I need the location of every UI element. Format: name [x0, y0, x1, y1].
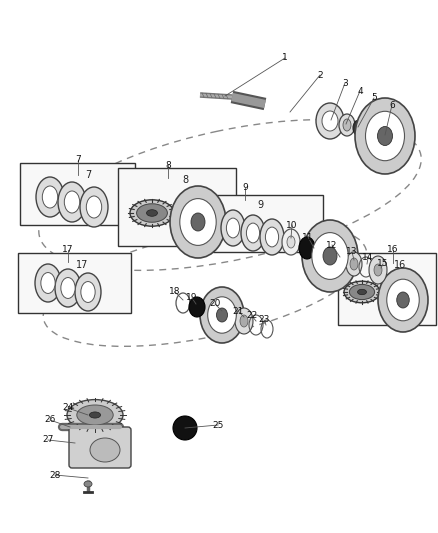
Ellipse shape	[221, 210, 245, 246]
Ellipse shape	[355, 98, 415, 174]
Ellipse shape	[90, 438, 120, 462]
Ellipse shape	[84, 481, 92, 487]
Text: 24: 24	[62, 403, 74, 413]
Ellipse shape	[339, 114, 355, 136]
Bar	[20, 163, 135, 225]
Text: 26: 26	[44, 416, 56, 424]
Ellipse shape	[260, 219, 284, 255]
Ellipse shape	[80, 187, 108, 227]
Ellipse shape	[216, 308, 227, 322]
Text: 20: 20	[209, 300, 221, 309]
Ellipse shape	[41, 272, 55, 294]
Ellipse shape	[265, 227, 279, 247]
Ellipse shape	[42, 186, 58, 208]
Ellipse shape	[346, 252, 362, 276]
Text: 8: 8	[182, 175, 188, 185]
Ellipse shape	[137, 204, 167, 222]
Text: 12: 12	[326, 240, 338, 249]
Ellipse shape	[81, 281, 95, 302]
Text: 7: 7	[75, 156, 81, 165]
Text: 23: 23	[258, 316, 270, 325]
Text: 7: 7	[85, 170, 91, 180]
Text: 27: 27	[42, 435, 54, 445]
Bar	[18, 253, 131, 313]
Ellipse shape	[191, 213, 205, 231]
Ellipse shape	[344, 281, 380, 303]
Text: 16: 16	[394, 260, 406, 270]
Ellipse shape	[200, 287, 244, 343]
Ellipse shape	[387, 279, 419, 321]
Text: 28: 28	[49, 471, 61, 480]
Bar	[213, 195, 323, 252]
Ellipse shape	[189, 297, 205, 317]
Ellipse shape	[55, 269, 81, 307]
Ellipse shape	[86, 196, 102, 218]
Text: 3: 3	[342, 78, 348, 87]
Ellipse shape	[350, 258, 358, 270]
Text: 10: 10	[286, 221, 298, 230]
Ellipse shape	[173, 416, 197, 440]
Text: 22: 22	[246, 311, 258, 320]
Text: 14: 14	[362, 254, 374, 262]
Ellipse shape	[170, 186, 226, 258]
Ellipse shape	[89, 412, 101, 418]
Ellipse shape	[299, 237, 315, 259]
Ellipse shape	[287, 236, 295, 248]
Text: 25: 25	[212, 421, 224, 430]
Ellipse shape	[369, 256, 387, 284]
Ellipse shape	[378, 268, 428, 332]
Ellipse shape	[343, 119, 351, 131]
Text: 15: 15	[377, 260, 389, 269]
Ellipse shape	[302, 220, 358, 292]
Ellipse shape	[130, 200, 174, 226]
Text: 4: 4	[357, 86, 363, 95]
FancyBboxPatch shape	[69, 427, 131, 468]
Ellipse shape	[350, 285, 374, 300]
Text: 5: 5	[371, 93, 377, 102]
Bar	[118, 168, 236, 246]
Text: 17: 17	[62, 246, 74, 254]
Ellipse shape	[35, 264, 61, 302]
Ellipse shape	[61, 278, 75, 298]
Ellipse shape	[241, 215, 265, 251]
Ellipse shape	[64, 191, 80, 213]
Text: 8: 8	[165, 160, 171, 169]
Ellipse shape	[208, 297, 236, 333]
Text: 16: 16	[387, 246, 399, 254]
Text: 18: 18	[169, 287, 181, 296]
Ellipse shape	[312, 232, 348, 279]
Text: 9: 9	[257, 200, 263, 210]
Ellipse shape	[322, 111, 338, 131]
Text: 2: 2	[317, 70, 323, 79]
Ellipse shape	[180, 199, 216, 245]
Bar	[338, 253, 436, 325]
Ellipse shape	[365, 111, 405, 161]
Ellipse shape	[353, 120, 365, 136]
Ellipse shape	[282, 229, 300, 255]
Ellipse shape	[58, 182, 86, 222]
Text: 21: 21	[232, 306, 244, 316]
Ellipse shape	[323, 247, 337, 265]
Text: 6: 6	[389, 101, 395, 109]
Ellipse shape	[397, 292, 409, 308]
Ellipse shape	[316, 103, 344, 139]
Ellipse shape	[240, 315, 248, 327]
Ellipse shape	[378, 126, 392, 146]
Ellipse shape	[226, 218, 240, 238]
Ellipse shape	[36, 177, 64, 217]
Ellipse shape	[146, 209, 158, 216]
Ellipse shape	[77, 405, 113, 425]
Ellipse shape	[374, 264, 382, 276]
Ellipse shape	[357, 289, 367, 295]
Text: 13: 13	[346, 247, 358, 256]
Ellipse shape	[67, 400, 123, 431]
Text: 11: 11	[302, 232, 314, 241]
Text: 17: 17	[76, 260, 88, 270]
Ellipse shape	[235, 308, 253, 334]
Text: 1: 1	[282, 53, 288, 62]
Ellipse shape	[75, 273, 101, 311]
Text: 19: 19	[186, 294, 198, 303]
Text: 9: 9	[242, 183, 248, 192]
Ellipse shape	[247, 223, 260, 243]
